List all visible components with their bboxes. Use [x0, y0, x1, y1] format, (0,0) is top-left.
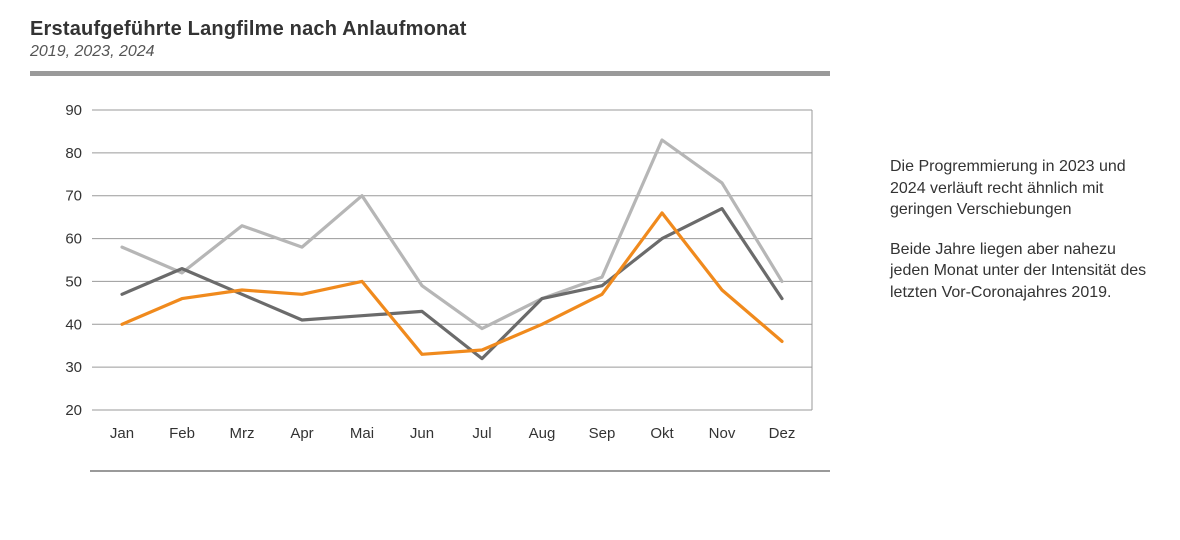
svg-text:Feb: Feb — [169, 425, 195, 442]
svg-text:Jan: Jan — [110, 425, 134, 442]
chart-header: Erstaufgeführte Langfilme nach Anlaufmon… — [30, 18, 1150, 61]
svg-text:Aug: Aug — [529, 425, 556, 442]
svg-text:90: 90 — [65, 102, 82, 119]
series-2023 — [122, 209, 782, 359]
chart-bottom-divider — [90, 470, 830, 472]
svg-text:Nov: Nov — [709, 425, 736, 442]
annotation-paragraph-2: Beide Jahre liegen aber nahezu jeden Mon… — [890, 239, 1150, 304]
svg-text:50: 50 — [65, 273, 82, 290]
svg-text:30: 30 — [65, 359, 82, 376]
svg-text:80: 80 — [65, 145, 82, 162]
svg-text:Jun: Jun — [410, 425, 434, 442]
series-2019 — [122, 140, 782, 329]
chart-annotation: Die Progremmierung in 2023 und 2024 verl… — [890, 96, 1150, 322]
line-chart: 20 30 40 50 60 70 80 90 Jan Feb Mrz Apr Mai Jun Jul Aug… — [30, 96, 830, 456]
svg-text:Jul: Jul — [472, 425, 491, 442]
svg-text:20: 20 — [65, 402, 82, 419]
header-divider — [30, 71, 830, 76]
chart-subtitle: 2019, 2023, 2024 — [30, 43, 1150, 61]
chart-title: Erstaufgeführte Langfilme nach Anlaufmon… — [30, 18, 1150, 41]
annotation-paragraph-1: Die Progremmierung in 2023 und 2024 verl… — [890, 156, 1150, 221]
svg-text:40: 40 — [65, 316, 82, 333]
svg-text:Apr: Apr — [290, 425, 313, 442]
svg-text:Okt: Okt — [650, 425, 674, 442]
svg-text:70: 70 — [65, 188, 82, 205]
svg-text:Sep: Sep — [589, 425, 616, 442]
svg-text:60: 60 — [65, 231, 82, 248]
chart-container: 20 30 40 50 60 70 80 90 Jan Feb Mrz Apr Mai Jun Jul Aug… — [30, 96, 830, 472]
svg-text:Mai: Mai — [350, 425, 374, 442]
svg-text:Mrz: Mrz — [230, 425, 255, 442]
svg-text:Dez: Dez — [769, 425, 796, 442]
